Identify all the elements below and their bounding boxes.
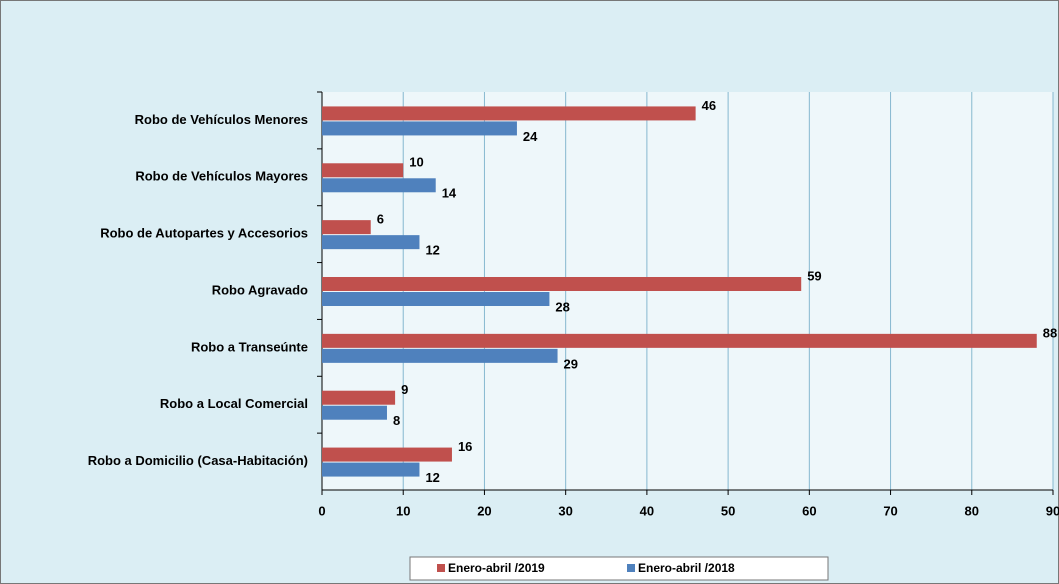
y-tick-label: Robo Agravado (212, 282, 308, 297)
data-label: 6 (377, 212, 384, 227)
legend-label: Enero-abril /2019 (448, 561, 545, 575)
bar (322, 178, 436, 193)
y-tick-label: Robo de Vehículos Mayores (135, 169, 308, 184)
x-tick-label: 70 (883, 503, 897, 518)
legend-swatch (627, 564, 635, 572)
data-label: 28 (555, 299, 569, 314)
data-label: 12 (425, 470, 439, 485)
data-label: 14 (442, 186, 457, 201)
y-tick-label: Robo a Domicilio (Casa-Habitación) (88, 453, 308, 468)
x-tick-label: 40 (640, 503, 654, 518)
legend-box (409, 556, 829, 581)
bar (322, 390, 396, 405)
y-tick-label: Robo de Autopartes y Accesorios (100, 226, 308, 241)
bar (322, 447, 452, 462)
legend-label: Enero-abril /2018 (638, 561, 735, 575)
bar (322, 121, 517, 136)
bar (322, 220, 371, 235)
bar (322, 106, 696, 121)
data-label: 46 (702, 98, 716, 113)
data-label: 10 (409, 155, 423, 170)
bar (322, 235, 420, 250)
bar (322, 163, 404, 178)
bar (322, 405, 387, 420)
data-label: 16 (458, 439, 472, 454)
bar (322, 333, 1037, 348)
data-label: 59 (807, 268, 821, 283)
x-tick-label: 60 (802, 503, 816, 518)
y-tick-label: Robo a Transeúnte (191, 339, 308, 354)
x-tick-label: 20 (477, 503, 491, 518)
data-label: 8 (393, 413, 400, 428)
data-label: 29 (564, 356, 578, 371)
data-label: 88 (1043, 325, 1057, 340)
data-label: 12 (425, 243, 439, 258)
data-label: 24 (523, 129, 538, 144)
legend-swatch (437, 564, 445, 572)
y-tick-label: Robo de Vehículos Menores (135, 112, 308, 127)
x-tick-label: 0 (318, 503, 325, 518)
legend: Enero-abril /2019 Enero-abril /2018 (409, 556, 829, 581)
data-label: 9 (401, 382, 408, 397)
x-tick-label: 30 (558, 503, 572, 518)
y-tick-label: Robo a Local Comercial (160, 396, 308, 411)
bar (322, 277, 802, 291)
x-tick-label: 90 (1046, 503, 1059, 518)
x-tick-label: 50 (721, 503, 735, 518)
bar (322, 348, 558, 363)
bar (322, 292, 550, 306)
x-tick-label: 80 (965, 503, 979, 518)
x-tick-label: 10 (396, 503, 410, 518)
bar (322, 462, 420, 477)
